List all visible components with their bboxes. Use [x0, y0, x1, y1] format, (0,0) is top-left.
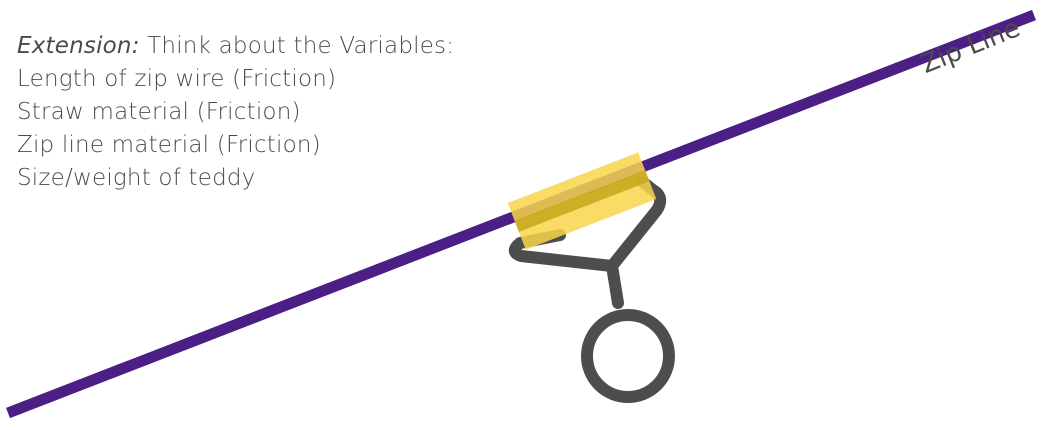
extension-heading: Extension: Think about the Variables:	[17, 30, 454, 63]
straw	[507, 152, 657, 250]
teddy-ring-icon	[581, 309, 675, 403]
variable-item: Length of zip wire (Friction)	[17, 66, 337, 92]
variable-item: Size/weight of teddy	[17, 165, 256, 191]
variables-text-block: Extension: Think about the Variables: Le…	[17, 30, 454, 195]
extension-label: Extension:	[17, 33, 140, 59]
variable-item: Zip line material (Friction)	[17, 132, 321, 158]
straw-stripe	[514, 170, 650, 232]
hanger-stem	[606, 260, 624, 309]
extension-intro: Think about the Variables:	[139, 33, 455, 59]
hanger-hook	[508, 176, 675, 403]
variable-item: Straw material (Friction)	[17, 99, 301, 125]
